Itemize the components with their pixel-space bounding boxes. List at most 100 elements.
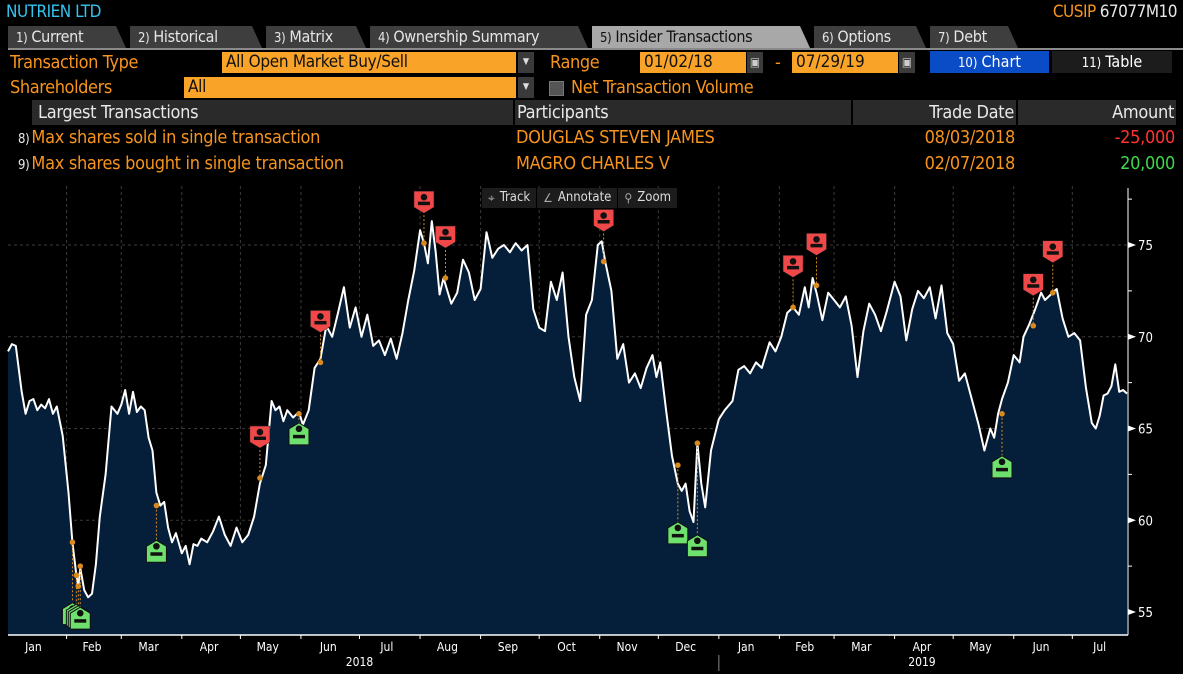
buy-marker [991,411,1013,479]
x-axis: Jan Feb Mar Apr May Jun Jul Aug Sep Oct Nov Dec Jan F… [8,634,1128,671]
y-axis: 55 60 65 70 75 [1127,188,1153,635]
cusip-label: CUSIP [1052,2,1096,22]
trade-date: 08/03/2018 [924,127,1016,148]
person-body [439,236,452,241]
price-line [7,220,1128,599]
transaction-dot [69,539,76,546]
net-volume-checkbox[interactable] [549,81,564,96]
insider-person-icon [667,521,689,545]
tab-number: 6) [822,31,834,46]
cusip-value: 67077M10 [1099,2,1178,22]
sell-marker [249,425,271,481]
shareholders-chevron-down-icon[interactable]: ▼ [518,77,534,98]
person-head [317,313,324,320]
security-title: NUTRIEN LTD [6,2,101,22]
tab-debt[interactable]: 7) Debt [930,26,1018,48]
insider-person-icon [288,422,310,446]
participant: MAGRO CHARLES V [516,153,670,174]
person-body [996,467,1009,472]
table-row-max-bought[interactable]: 9) Max shares bought in single transactio… [18,151,344,179]
insider-person-icon [686,534,708,558]
participant: DOUGLAS STEVEN JAMES [516,127,715,148]
y-tick-label: 75 [1138,239,1153,254]
tab-matrix[interactable]: 3) Matrix [266,26,366,48]
transaction-dot [813,282,820,289]
range-separator: - [775,52,781,73]
trade-date: 02/07/2018 [924,153,1016,174]
x-tick-label: Aug [437,640,458,654]
person-body [1027,284,1040,288]
transaction-type-label: Transaction Type [10,52,139,73]
track-label: Track [499,190,531,205]
person-head [256,428,264,436]
x-tick-label: Feb [82,640,101,654]
insider-person-icon [145,539,167,563]
buy-marker [69,563,91,630]
insider-person-icon [69,606,91,630]
person-body [314,320,327,325]
button-number: 11) [1081,56,1102,71]
button-label: Table [1105,52,1143,71]
range-start-input[interactable]: 01/02/18 [640,52,746,73]
y-tick-label: 60 [1138,514,1153,529]
person-head [295,425,303,433]
net-volume-label: Net Transaction Volume [571,77,754,98]
year-label: 2019 [908,655,936,669]
sell-marker [1042,240,1064,296]
tab-options[interactable]: 6) Options [814,26,926,48]
person-body [150,552,163,556]
person-head [442,228,449,236]
tab-number: 1) [16,31,28,46]
person-head [674,524,682,532]
annotate-button[interactable]: ∠ Annotate [537,188,619,208]
crosshair-icon: ⌖ [488,191,495,205]
transaction-dot [257,475,263,481]
x-tick-label: Oct [557,640,576,654]
transaction-dot [1030,322,1037,329]
person-head [600,212,607,219]
cusip: CUSIP 67077M10 [1052,2,1178,22]
range-end-calendar-icon[interactable]: ▣ [899,52,915,73]
transaction-type-dropdown[interactable]: All Open Market Buy/Sell [222,52,516,73]
tab-number: 4) [378,31,390,46]
table-view-button[interactable]: 11) Table [1052,51,1172,73]
transaction-type-chevron-down-icon[interactable]: ▼ [518,52,534,73]
range-start-calendar-icon[interactable]: ▣ [747,52,763,73]
y-tick-arrow [1128,609,1136,615]
row-number: 8) [18,132,30,147]
header-participants: Participants [515,100,851,125]
tab-insider-transactions[interactable]: 5) Insider Transactions [592,26,810,48]
table-row-max-sold[interactable]: 8) Max shares sold in single transaction [18,125,320,153]
range-label: Range [550,52,600,73]
x-tick-label: Jun [1032,640,1050,654]
x-tick-label: Apr [913,640,932,654]
tab-historical[interactable]: 2) Historical [130,26,262,48]
transaction-dot [75,583,82,590]
person-head [1029,276,1037,284]
person-head [153,542,160,550]
price-chart[interactable]: 55 60 65 70 75 Jan Feb Mar Apr May Jun Jul Aug Sep Oc… [0,180,1183,674]
tab-number: 7) [938,31,950,46]
tab-current[interactable]: 1) Current [8,26,126,48]
amount: -25,000 [1114,127,1176,148]
header-trade-date: Trade Date [853,100,1016,125]
zoom-button[interactable]: ⚲ Zoom [618,188,679,208]
header-amount: Amount [1018,100,1176,125]
chart-view-button[interactable]: 10) Chart [930,51,1049,73]
person-body [810,243,823,248]
person-body [74,619,87,623]
shareholders-dropdown[interactable]: All [184,77,516,98]
sell-marker [593,209,614,265]
x-tick-label: Jul [1092,640,1106,654]
range-end-input[interactable]: 07/29/19 [792,52,898,73]
y-tick-label: 70 [1138,331,1153,346]
person-head [998,458,1006,466]
transaction-dot [296,411,302,417]
buy-marker [667,462,689,545]
x-tick-label: May [969,640,992,654]
person-body [292,434,305,439]
track-button[interactable]: ⌖ Track [482,188,538,208]
header-largest-transactions: Largest Transactions [32,100,513,125]
person-body [597,220,610,224]
tab-ownership-summary[interactable]: 4) Ownership Summary [370,26,588,48]
